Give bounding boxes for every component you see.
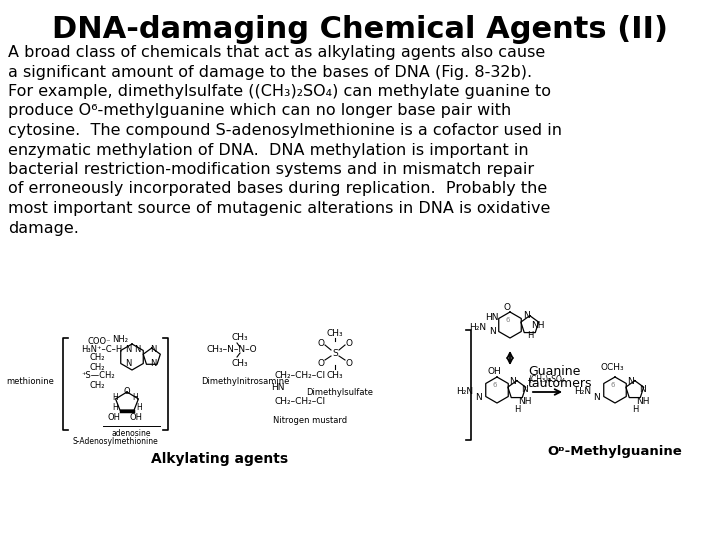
Text: NH: NH [636, 397, 649, 407]
Text: OH: OH [130, 414, 143, 422]
Text: Oᶛ-Methylguanine: Oᶛ-Methylguanine [548, 445, 683, 458]
Text: bacterial restriction-modification systems and in mismatch repair: bacterial restriction-modification syste… [8, 162, 534, 177]
Text: Alkylating agents: Alkylating agents [151, 452, 289, 466]
Text: H: H [527, 330, 534, 340]
Text: CH₂–CH₂–Cl: CH₂–CH₂–Cl [274, 370, 325, 380]
Text: N: N [125, 360, 131, 368]
Text: H: H [514, 406, 520, 415]
Text: H₃N⁺–C–H: H₃N⁺–C–H [81, 345, 122, 354]
Text: 6: 6 [505, 317, 510, 323]
Text: N: N [489, 327, 495, 336]
Text: H: H [132, 394, 138, 402]
Text: H₂N: H₂N [575, 388, 592, 396]
Text: CH₂: CH₂ [90, 354, 106, 362]
Text: OCH₃: OCH₃ [600, 363, 624, 373]
Text: O: O [346, 339, 353, 348]
Text: A broad class of chemicals that act as alkylating agents also cause: A broad class of chemicals that act as a… [8, 45, 545, 60]
Text: 6: 6 [611, 382, 616, 388]
Text: damage.: damage. [8, 220, 79, 235]
Text: CH₂: CH₂ [90, 381, 106, 389]
Text: (CH₃)₂SO₄: (CH₃)₂SO₄ [528, 375, 565, 384]
Text: N: N [628, 376, 634, 386]
Text: H: H [632, 406, 638, 415]
Text: CH₂–CH₂–Cl: CH₂–CH₂–Cl [274, 397, 325, 407]
Text: tautomers: tautomers [528, 377, 593, 390]
Text: CH₃: CH₃ [232, 333, 248, 341]
Text: NH₂: NH₂ [112, 334, 128, 343]
Text: HN: HN [271, 383, 284, 393]
Text: 6: 6 [492, 382, 498, 388]
Text: NH: NH [518, 397, 532, 407]
Text: H: H [112, 394, 118, 402]
Text: produce O⁶-methylguanine which can no longer base pair with: produce O⁶-methylguanine which can no lo… [8, 104, 511, 118]
Text: For example, dimethylsulfate ((CH₃)₂SO₄) can methylate guanine to: For example, dimethylsulfate ((CH₃)₂SO₄)… [8, 84, 551, 99]
Text: O: O [503, 302, 510, 312]
Text: OH: OH [107, 414, 120, 422]
Text: S: S [332, 348, 338, 357]
Text: COO⁻: COO⁻ [88, 336, 112, 346]
Text: O: O [318, 359, 325, 368]
Text: CH₂: CH₂ [90, 362, 106, 372]
Text: H: H [136, 403, 142, 413]
Text: methionine: methionine [6, 377, 54, 387]
Text: CH₃–N–N–O: CH₃–N–N–O [207, 346, 257, 354]
Text: O: O [346, 359, 353, 368]
Text: H₂N: H₂N [456, 388, 474, 396]
Text: HN: HN [485, 313, 499, 321]
Text: S-Adenosylmethionine: S-Adenosylmethionine [72, 437, 158, 446]
Text: Nitrogen mustard: Nitrogen mustard [273, 416, 347, 425]
Text: Guanine: Guanine [528, 365, 580, 378]
Text: N: N [593, 393, 600, 402]
Text: cytosine.  The compound S-adenosylmethionine is a cofactor used in: cytosine. The compound S-adenosylmethion… [8, 123, 562, 138]
Text: H₂N: H₂N [469, 322, 487, 332]
Text: N: N [510, 376, 516, 386]
Text: CH₃: CH₃ [327, 370, 343, 380]
Text: ⁺S—CH₂: ⁺S—CH₂ [81, 372, 114, 381]
Text: N: N [639, 386, 647, 395]
Text: H: H [112, 403, 118, 413]
Text: Dimethylsulfate: Dimethylsulfate [307, 388, 374, 397]
Text: N: N [125, 345, 131, 354]
Text: N: N [150, 360, 157, 368]
Text: N: N [476, 393, 482, 402]
Text: N: N [523, 312, 529, 321]
Text: of erroneously incorporated bases during replication.  Probably the: of erroneously incorporated bases during… [8, 181, 547, 197]
Text: a significant amount of damage to the bases of DNA (Fig. 8-32b).: a significant amount of damage to the ba… [8, 64, 532, 79]
Text: Dimethylnitrosamine: Dimethylnitrosamine [201, 377, 289, 386]
Text: N: N [134, 345, 140, 354]
Text: adenosine: adenosine [112, 429, 150, 438]
Text: DNA-damaging Chemical Agents (II): DNA-damaging Chemical Agents (II) [52, 15, 668, 44]
Text: CH₃: CH₃ [232, 359, 248, 368]
Text: O: O [124, 388, 130, 396]
Text: N: N [521, 386, 528, 395]
Text: N: N [150, 346, 157, 354]
Text: OH: OH [487, 367, 501, 375]
Text: enzymatic methylation of DNA.  DNA methylation is important in: enzymatic methylation of DNA. DNA methyl… [8, 143, 528, 158]
Text: most important source of mutagenic alterations in DNA is oxidative: most important source of mutagenic alter… [8, 201, 550, 216]
Text: CH₃: CH₃ [327, 328, 343, 338]
Text: NH: NH [531, 321, 545, 329]
Text: O: O [318, 339, 325, 348]
